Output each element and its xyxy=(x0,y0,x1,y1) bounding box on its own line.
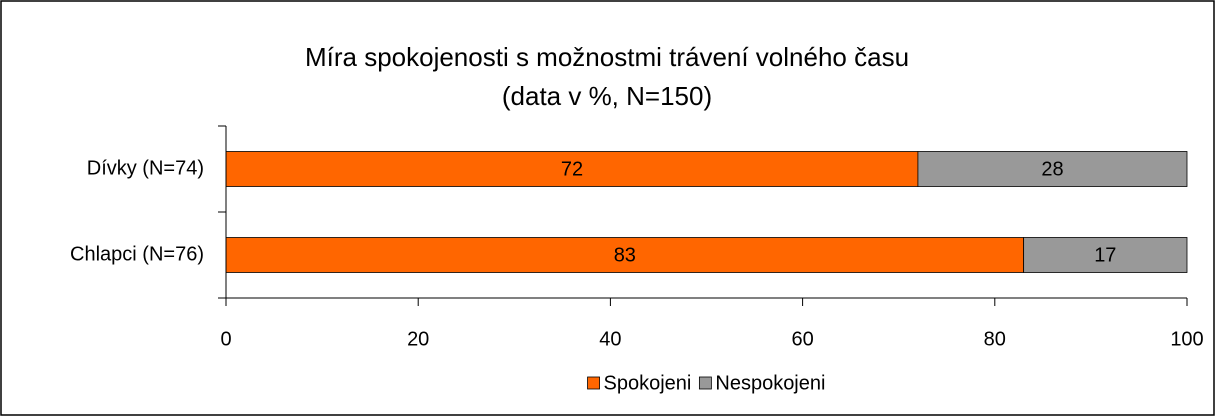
x-tick-label: 100 xyxy=(1170,328,1203,350)
bar-segment xyxy=(225,237,1025,273)
legend-swatch xyxy=(698,376,712,390)
data-label: 83 xyxy=(614,244,636,266)
y-tick-label: Dívky (N=74) xyxy=(87,157,204,179)
chart-subtitle: (data v %, N=150) xyxy=(502,81,712,111)
bar-segment xyxy=(917,151,1188,187)
legend-label: Spokojeni xyxy=(604,372,692,394)
y-tick-label: Chlapci (N=76) xyxy=(70,243,204,265)
x-tick-label: 80 xyxy=(984,328,1006,350)
chart-title: Míra spokojenosti s možnostmi trávení vo… xyxy=(305,42,909,72)
x-tick-label: 0 xyxy=(220,328,231,350)
bar-segment xyxy=(1023,237,1188,273)
x-tick-label: 20 xyxy=(407,328,429,350)
legend-label: Nespokojeni xyxy=(715,372,825,394)
legend-swatch xyxy=(587,376,600,390)
data-label: 17 xyxy=(1094,244,1116,266)
bar-segment xyxy=(225,151,919,187)
data-label: 28 xyxy=(1041,158,1063,180)
data-label: 72 xyxy=(561,158,583,180)
x-tick-label: 60 xyxy=(791,328,813,350)
x-tick-label: 40 xyxy=(599,328,621,350)
